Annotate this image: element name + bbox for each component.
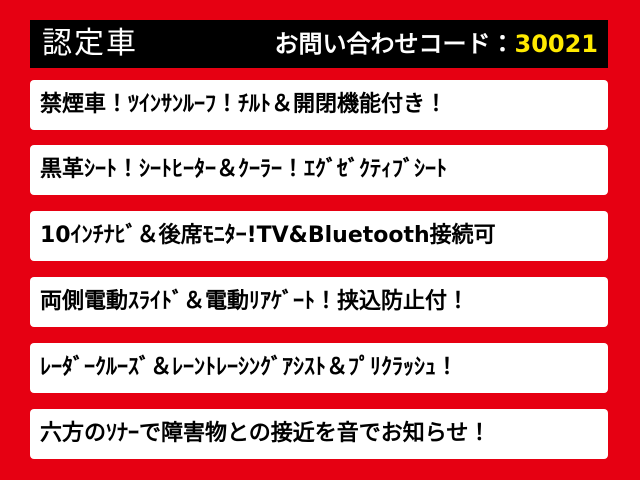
- feature-box: ﾚｰﾀﾞｰｸﾙｰｽﾞ＆ﾚｰﾝﾄﾚｰｼﾝｸﾞｱｼｽﾄ＆ﾌﾟﾘｸﾗｯｼｭ！: [30, 343, 608, 393]
- certified-label: 認定車: [42, 26, 138, 61]
- feature-box: 黒革ｼｰﾄ！ｼｰﾄﾋｰﾀｰ＆ｸｰﾗｰ！ｴｸﾞｾﾞｸﾃｨﾌﾞｼｰﾄ: [30, 145, 608, 195]
- feature-box: 禁煙車！ﾂｲﾝｻﾝﾙｰﾌ！ﾁﾙﾄ＆開閉機能付き！: [30, 80, 608, 130]
- feature-box: 両側電動ｽﾗｲﾄﾞ＆電動ﾘｱｹﾞｰﾄ！挟込防止付！: [30, 277, 608, 327]
- feature-box: 六方のｿﾅｰで障害物との接近を音でお知らせ！: [30, 409, 608, 459]
- inquiry-code: お問い合わせコード：30021: [275, 28, 599, 60]
- code-number: 30021: [514, 30, 599, 58]
- header-bar: 認定車 お問い合わせコード：30021: [30, 20, 608, 68]
- feature-box: 10ｲﾝﾁﾅﾋﾞ＆後席ﾓﾆﾀｰ!TV&Bluetooth接続可: [30, 211, 608, 261]
- code-label: お問い合わせコード：: [274, 30, 515, 58]
